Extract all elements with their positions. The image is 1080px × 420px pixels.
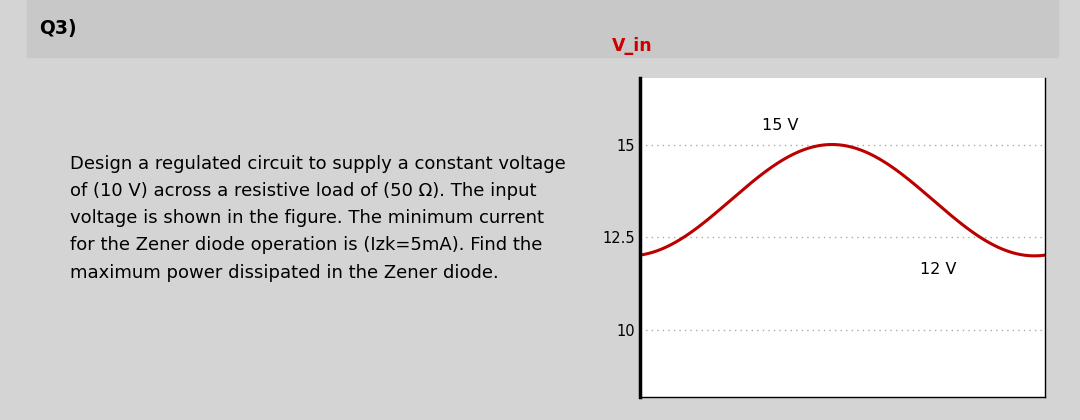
- Text: 15 V: 15 V: [762, 118, 798, 133]
- Bar: [27, 0, 1058, 57]
- Text: Design a regulated circuit to supply a constant voltage
of (10 V) across a resis: Design a regulated circuit to supply a c…: [70, 155, 566, 281]
- Text: V_in: V_in: [612, 37, 652, 55]
- Text: 12 V: 12 V: [920, 262, 957, 278]
- Text: Q3): Q3): [39, 19, 77, 38]
